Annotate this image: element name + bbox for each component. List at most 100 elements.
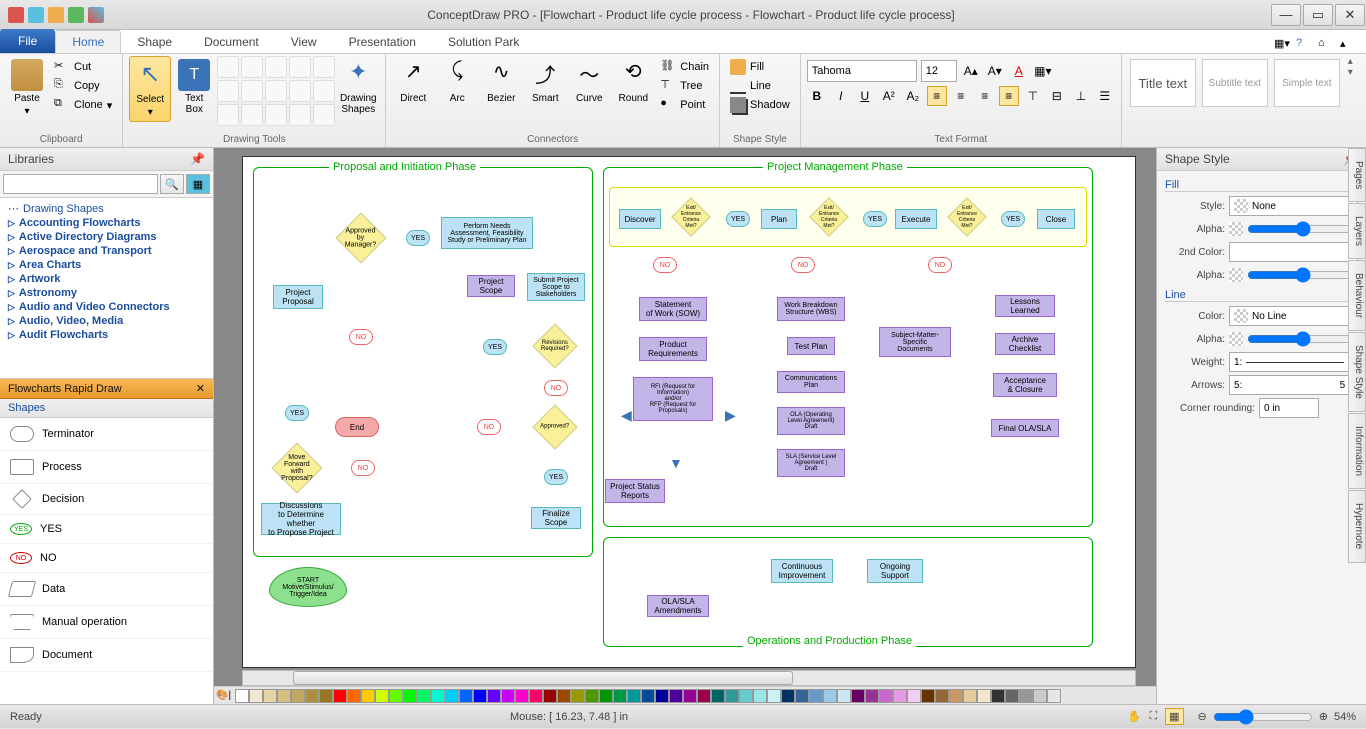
node-ongoing[interactable]: Ongoing Support xyxy=(867,559,923,583)
vtab-hypernote[interactable]: Hypernote xyxy=(1348,490,1366,562)
node-finalize[interactable]: Finalize Scope xyxy=(531,507,581,529)
no-badge[interactable]: NO xyxy=(928,257,952,273)
lib-item[interactable]: ▷Area Charts xyxy=(6,258,207,272)
options-icon[interactable]: ▦▾ xyxy=(1274,37,1290,53)
color-swatch[interactable] xyxy=(529,689,543,703)
shape-decision[interactable]: Decision xyxy=(0,484,213,515)
shape-manual[interactable]: Manual operation xyxy=(0,606,213,639)
color-swatch[interactable] xyxy=(599,689,613,703)
color-swatch[interactable] xyxy=(557,689,571,703)
cut-button[interactable]: ✂Cut xyxy=(50,58,116,76)
color-swatch[interactable] xyxy=(431,689,445,703)
node-start[interactable]: START Motive/Stimulus/ Trigger/Idea xyxy=(269,567,347,607)
point-connector[interactable]: ●Point xyxy=(656,96,713,114)
canvas[interactable]: Proposal and Initiation Phase Project Ma… xyxy=(242,156,1136,668)
color-swatch[interactable] xyxy=(585,689,599,703)
nav-arrow-down[interactable]: ▼ xyxy=(669,455,683,471)
node-proposal[interactable]: Project Proposal xyxy=(273,285,323,309)
fit-icon[interactable]: ⛶ xyxy=(1149,710,1157,723)
line-weight-select[interactable]: 1:▾ xyxy=(1229,352,1358,372)
curve-connector[interactable]: 〜Curve xyxy=(568,56,610,107)
color-swatch[interactable] xyxy=(711,689,725,703)
color-swatch[interactable] xyxy=(459,689,473,703)
vtab-information[interactable]: Information xyxy=(1348,413,1366,489)
qat-icon-5[interactable] xyxy=(88,7,104,23)
yes-badge[interactable]: YES xyxy=(863,211,887,227)
nav-arrow-left[interactable]: ◀ xyxy=(621,407,632,424)
subscript-button[interactable]: A₂ xyxy=(903,86,923,106)
lib-item[interactable]: ▷Audio and Video Connectors xyxy=(6,300,207,314)
more-fmt[interactable]: ▦▾ xyxy=(1033,61,1053,81)
align-right[interactable]: ≡ xyxy=(975,86,995,106)
line-alpha-slider[interactable] xyxy=(1247,331,1358,347)
lib-item[interactable]: ▷Aerospace and Transport xyxy=(6,244,207,258)
node-lessons[interactable]: Lessons Learned xyxy=(995,295,1055,317)
tab-shape[interactable]: Shape xyxy=(121,30,188,53)
node-finalsla[interactable]: Final OLA/SLA xyxy=(991,419,1059,437)
color-swatch[interactable] xyxy=(725,689,739,703)
color-swatch[interactable] xyxy=(851,689,865,703)
shape-document[interactable]: Document xyxy=(0,639,213,672)
color-swatch[interactable] xyxy=(291,689,305,703)
direct-connector[interactable]: ↗Direct xyxy=(392,56,434,107)
lib-item[interactable]: ▷Accounting Flowcharts xyxy=(6,216,207,230)
color-swatch[interactable] xyxy=(501,689,515,703)
color-swatch[interactable] xyxy=(613,689,627,703)
align-left[interactable]: ≡ xyxy=(927,86,947,106)
color-swatch[interactable] xyxy=(991,689,1005,703)
node-execute[interactable]: Execute xyxy=(895,209,937,229)
shape-data[interactable]: Data xyxy=(0,573,213,606)
bezier-connector[interactable]: ∿Bezier xyxy=(480,56,522,107)
grid-icon[interactable]: ▦ xyxy=(1165,708,1183,725)
close-icon[interactable]: ✕ xyxy=(196,382,205,395)
canvas-hscroll[interactable] xyxy=(242,670,1136,686)
smart-connector[interactable]: ⤴Smart xyxy=(524,56,566,107)
zoom-in[interactable]: ⊕ xyxy=(1319,710,1328,723)
node-close[interactable]: Close xyxy=(1037,209,1075,229)
no-badge[interactable]: NO xyxy=(477,419,501,435)
fill-button[interactable]: Fill xyxy=(726,58,794,76)
color-swatch[interactable] xyxy=(669,689,683,703)
vtab-pages[interactable]: Pages xyxy=(1348,148,1366,202)
node-ola[interactable]: OLA (Operating Level Agreement) Draft xyxy=(777,407,845,435)
yes-badge[interactable]: YES xyxy=(1001,211,1025,227)
zoom-out[interactable]: ⊖ xyxy=(1198,710,1207,723)
color-swatch[interactable] xyxy=(403,689,417,703)
color-swatch[interactable] xyxy=(935,689,949,703)
superscript-button[interactable]: A² xyxy=(879,86,899,106)
tab-view[interactable]: View xyxy=(275,30,333,53)
shape-list[interactable]: Terminator Process Decision YESYES NONO … xyxy=(0,418,213,704)
color-swatch[interactable] xyxy=(823,689,837,703)
qat-icon-1[interactable] xyxy=(8,7,24,23)
tab-solution[interactable]: Solution Park xyxy=(432,30,535,53)
color-swatch[interactable] xyxy=(837,689,851,703)
color-swatch[interactable] xyxy=(963,689,977,703)
no-badge[interactable]: NO xyxy=(791,257,815,273)
no-badge[interactable]: NO xyxy=(544,380,568,396)
tab-document[interactable]: Document xyxy=(188,30,275,53)
line-button[interactable]: Line xyxy=(726,77,794,95)
shape-process[interactable]: Process xyxy=(0,451,213,484)
color-swatch[interactable] xyxy=(683,689,697,703)
color-swatch[interactable] xyxy=(417,689,431,703)
qat-icon-2[interactable] xyxy=(28,7,44,23)
font-select[interactable] xyxy=(807,60,917,82)
valign-top[interactable]: ⊤ xyxy=(1023,86,1043,106)
chain-connector[interactable]: ⛓Chain xyxy=(656,58,713,76)
color-swatch[interactable] xyxy=(571,689,585,703)
color-swatch[interactable] xyxy=(739,689,753,703)
yes-badge[interactable]: YES xyxy=(483,339,507,355)
align-center[interactable]: ≡ xyxy=(951,86,971,106)
bullets[interactable]: ☰ xyxy=(1095,86,1115,106)
style-title[interactable]: Title text xyxy=(1130,59,1196,107)
shape-no[interactable]: NONO xyxy=(0,544,213,573)
color-swatch[interactable] xyxy=(473,689,487,703)
qat-icon-3[interactable] xyxy=(48,7,64,23)
color-swatch[interactable] xyxy=(655,689,669,703)
color2-alpha-slider[interactable] xyxy=(1247,267,1358,283)
color-swatch[interactable] xyxy=(795,689,809,703)
style-subtitle[interactable]: Subtitle text xyxy=(1202,59,1268,107)
style-simple[interactable]: Simple text xyxy=(1274,59,1340,107)
yes-badge[interactable]: YES xyxy=(406,230,430,246)
close-button[interactable]: ✕ xyxy=(1335,4,1365,26)
